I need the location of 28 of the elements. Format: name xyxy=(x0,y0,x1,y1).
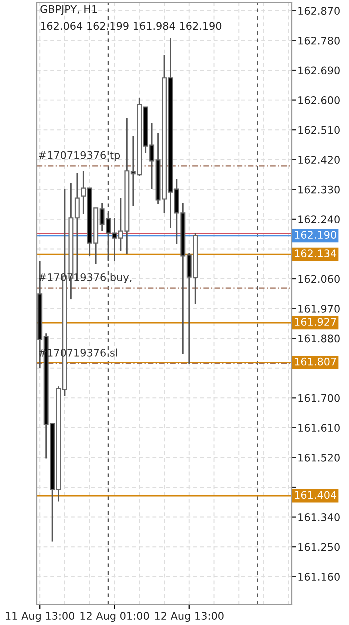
y-tick-label: 161.700 xyxy=(298,394,340,402)
x-tick-label: 12 Aug 01:00 xyxy=(80,612,150,622)
y-tick-label: 162.330 xyxy=(298,186,340,194)
ref-line-label: 161.807 xyxy=(295,358,336,366)
x-tick-label: 12 Aug 13:00 xyxy=(155,612,224,622)
y-tick-label: 161.880 xyxy=(298,334,340,343)
text: 162.064 162.199 161.984 162.190 xyxy=(41,22,222,30)
ref-line-label: 161.404 xyxy=(295,491,337,500)
y-tick-label: 161.340 xyxy=(298,514,340,522)
y-tick-label: 162.870 xyxy=(298,7,340,16)
y-tick-label: 161.970 xyxy=(298,305,340,313)
y-tick-label: 162.060 xyxy=(298,275,340,284)
y-tick-label: 162.780 xyxy=(298,36,340,45)
ref-line-label: 161.927 xyxy=(295,318,336,326)
y-tick-label: 161.160 xyxy=(298,573,340,581)
y-tick-label: 161.520 xyxy=(298,454,340,462)
x-tick-label: 11 Aug 13:00 xyxy=(6,612,75,622)
y-tick-label: 162.240 xyxy=(298,216,340,224)
y-tick-label: 162.510 xyxy=(298,126,340,134)
y-tick-label: 161.610 xyxy=(298,424,340,432)
chart-title: GBPJPY, H1 xyxy=(40,5,98,16)
ref-line-label: #170719376 tp xyxy=(39,151,120,162)
ref-line-label: 162.190 xyxy=(295,231,336,240)
y-tick-label: 162.600 xyxy=(298,96,340,104)
ref-line-label: 162.134 xyxy=(295,250,337,258)
y-tick-label: 162.420 xyxy=(298,156,340,164)
y-tick-label: 162.690 xyxy=(298,66,340,75)
y-tick-label: 161.250 xyxy=(298,543,340,552)
